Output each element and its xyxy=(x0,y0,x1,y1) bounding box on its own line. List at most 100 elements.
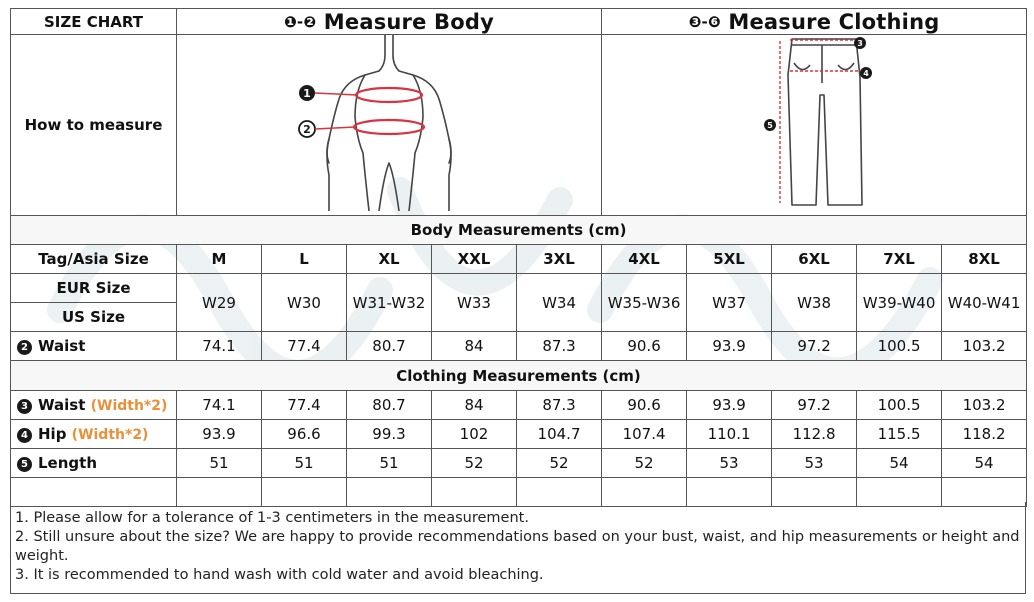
empty-cell xyxy=(346,477,432,507)
measure-clothing-header: ❸-❻ Measure Clothing xyxy=(601,8,1028,35)
clothing-hip-row: 4 Hip (Width*2) 93.9 96.6 99.3 102 104.7 … xyxy=(10,419,1028,449)
body-marker-2: 2 xyxy=(303,123,311,136)
eur-us-cell: W30 xyxy=(261,273,347,332)
clothing-length-cell: 51 xyxy=(176,448,262,478)
body-figure-cell: 1 2 xyxy=(175,34,603,216)
eur-us-cell: W39-W40 xyxy=(856,273,943,332)
body-waist-cell: 77.4 xyxy=(261,331,347,361)
clothing-length-cell: 52 xyxy=(601,448,688,478)
clothing-length-cell: 54 xyxy=(856,448,943,478)
clothing-waist-cell: 77.4 xyxy=(261,390,347,420)
measure-clothing-title: Measure Clothing xyxy=(728,9,940,34)
clothing-length-cell: 51 xyxy=(346,448,432,478)
clothing-length-cell: 51 xyxy=(261,448,347,478)
clothing-length-row: 5 Length 51 51 51 52 52 52 53 53 54 54 xyxy=(10,448,1028,478)
eur-us-cell: W35-W36 xyxy=(601,273,688,332)
measure-body-header: ❶-❷ Measure Body xyxy=(175,8,603,35)
clothing-length-cell: 54 xyxy=(941,448,1028,478)
width-note: (Width*2) xyxy=(71,427,149,443)
note-item: 2. Still unsure about the size? We are h… xyxy=(15,529,1020,564)
clothing-length-cell: 52 xyxy=(515,448,603,478)
clothing-hip-cell: 118.2 xyxy=(941,419,1028,449)
size-cell: 5XL xyxy=(686,244,773,274)
size-row: Tag/Asia Size M L XL XXL 3XL 4XL 5XL 6XL… xyxy=(10,244,1028,274)
size-cell: L xyxy=(261,244,347,274)
eur-us-cell: W38 xyxy=(771,273,858,332)
body-figure-illustration: 1 2 xyxy=(298,35,452,212)
clothing-waist-cell: 80.7 xyxy=(346,390,432,420)
size-cell: XL xyxy=(346,244,432,274)
clothing-waist-cell: 87.3 xyxy=(515,390,603,420)
size-cell: 6XL xyxy=(771,244,858,274)
eur-us-cell: W29 xyxy=(176,273,262,332)
body-steps-label: ❶-❷ xyxy=(284,12,317,31)
clothing-waist-cell: 97.2 xyxy=(771,390,858,420)
note-item: 3. It is recommended to hand wash with c… xyxy=(15,567,544,583)
empty-cell xyxy=(601,477,688,507)
empty-cell xyxy=(431,477,517,507)
body-waist-cell: 80.7 xyxy=(346,331,432,361)
body-waist-label: 2 Waist xyxy=(10,331,177,361)
size-cell: XXL xyxy=(431,244,517,274)
body-waist-cell: 97.2 xyxy=(771,331,858,361)
eur-us-cell: W33 xyxy=(431,273,517,332)
clothing-hip-cell: 102 xyxy=(431,419,517,449)
body-waist-row: 2 Waist 74.1 77.4 80.7 84 87.3 90.6 93.9 … xyxy=(10,331,1028,361)
notes-box: 1. Please allow for a tolerance of 1-3 c… xyxy=(10,502,1026,594)
body-waist-cell: 87.3 xyxy=(515,331,603,361)
clothing-length-cell: 53 xyxy=(686,448,773,478)
clothing-steps-label: ❸-❻ xyxy=(688,12,721,31)
empty-cell xyxy=(771,477,858,507)
pants-marker-4: 4 xyxy=(863,69,869,78)
pants-marker-5: 5 xyxy=(767,121,773,130)
us-size-label: US Size xyxy=(10,302,177,332)
how-to-measure-label: How to measure xyxy=(10,34,177,216)
clothing-waist-cell: 100.5 xyxy=(856,390,943,420)
empty-cell xyxy=(686,477,773,507)
eur-us-cell: W40-W41 xyxy=(941,273,1028,332)
body-waist-cell: 100.5 xyxy=(856,331,943,361)
measure-body-title: Measure Body xyxy=(323,9,495,34)
clothing-length-cell: 52 xyxy=(431,448,517,478)
pants-marker-3: 3 xyxy=(857,39,863,48)
body-marker-1: 1 xyxy=(303,87,311,100)
number-2-icon: 2 xyxy=(17,340,32,355)
clothing-waist-row: 3 Waist (Width*2) 74.1 77.4 80.7 84 87.3 … xyxy=(10,390,1028,420)
clothing-hip-cell: 107.4 xyxy=(601,419,688,449)
body-waist-cell: 93.9 xyxy=(686,331,773,361)
size-chart-title: SIZE CHART xyxy=(10,8,177,35)
clothing-hip-cell: 99.3 xyxy=(346,419,432,449)
empty-cell xyxy=(856,477,943,507)
body-waist-cell: 84 xyxy=(431,331,517,361)
width-note: (Width*2) xyxy=(90,398,168,414)
clothing-hip-cell: 115.5 xyxy=(856,419,943,449)
size-cell: 7XL xyxy=(856,244,943,274)
pants-figure-illustration: 3 4 5 xyxy=(764,37,873,206)
clothing-length-label: 5 Length xyxy=(10,448,177,478)
clothing-waist-cell: 93.9 xyxy=(686,390,773,420)
empty-row xyxy=(10,477,1028,507)
eur-us-cell: W37 xyxy=(686,273,773,332)
clothing-waist-cell: 74.1 xyxy=(176,390,262,420)
empty-cell xyxy=(261,477,347,507)
body-waist-cell: 103.2 xyxy=(941,331,1028,361)
clothing-hip-cell: 112.8 xyxy=(771,419,858,449)
number-4-icon: 4 xyxy=(17,428,32,443)
body-measurements-title: Body Measurements (cm) xyxy=(9,215,1028,245)
size-cell: 3XL xyxy=(515,244,603,274)
clothing-waist-cell: 103.2 xyxy=(941,390,1028,420)
body-waist-cell: 90.6 xyxy=(601,331,688,361)
size-row-label: Tag/Asia Size xyxy=(10,244,177,274)
number-3-icon: 3 xyxy=(17,399,32,414)
pants-figure-cell: 3 4 5 xyxy=(601,34,1028,216)
body-waist-cell: 74.1 xyxy=(176,331,262,361)
eur-size-label: EUR Size xyxy=(10,273,177,303)
clothing-measurements-title: Clothing Measurements (cm) xyxy=(9,360,1028,391)
empty-cell xyxy=(941,477,1028,507)
number-5-icon: 5 xyxy=(17,457,32,472)
clothing-hip-label: 4 Hip (Width*2) xyxy=(10,419,177,449)
note-item: 1. Please allow for a tolerance of 1-3 c… xyxy=(15,510,529,526)
eur-us-cell: W34 xyxy=(515,273,603,332)
size-cell: 8XL xyxy=(941,244,1028,274)
size-cell: M xyxy=(176,244,262,274)
